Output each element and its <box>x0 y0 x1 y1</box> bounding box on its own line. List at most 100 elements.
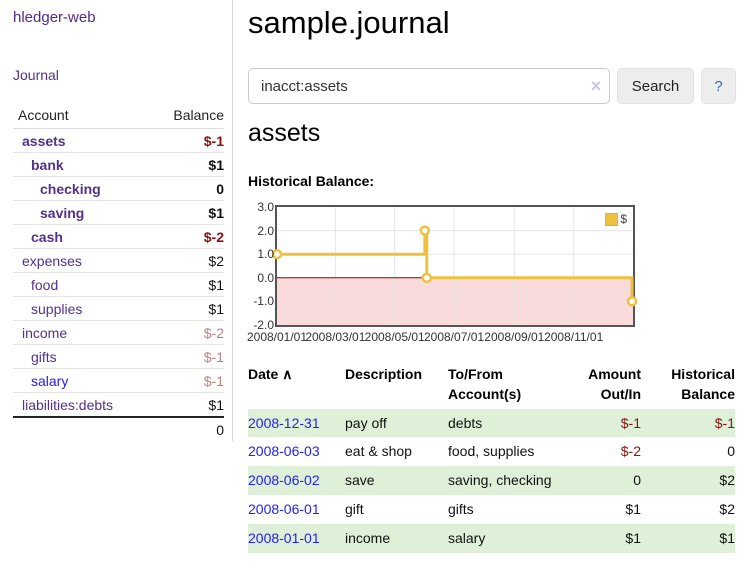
y-axis-tick-label: 3.0 <box>257 200 274 214</box>
register-body: 2008-12-31 pay off debts $-1 $-1 2008-06-03 ea… <box>248 408 735 554</box>
sidebar-account-link[interactable]: checking <box>40 180 101 197</box>
sidebar-account-link[interactable]: expenses <box>22 252 82 269</box>
y-axis-tick-label: -2.0 <box>253 318 274 332</box>
sidebar-account-link[interactable]: income <box>22 324 68 341</box>
description-cell: eat & shop <box>345 443 412 460</box>
account-row: assets $-1 <box>13 129 224 153</box>
x-axis-tick-label: 2008/07/01 <box>423 330 485 344</box>
account-row: liabilities:debts $1 <box>13 393 224 416</box>
y-axis-tick-label: 1.0 <box>257 247 274 262</box>
balance-cell: $2 <box>641 466 735 496</box>
chart-canvas <box>271 207 638 325</box>
amount-cell: 0 <box>560 466 641 496</box>
transaction-date-link[interactable]: 2008-06-01 <box>248 501 320 518</box>
account-row: cash $-2 <box>13 225 224 249</box>
search-button[interactable]: Search <box>617 68 694 104</box>
legend-swatch-icon <box>605 212 619 226</box>
balance-cell: 0 <box>727 443 735 460</box>
account-row: saving $1 <box>13 201 224 225</box>
account-balance: $1 <box>208 156 224 173</box>
account-row: supplies $1 <box>13 297 224 321</box>
table-row: 2008-06-03 eat & shop food, supplies $-2 0 <box>248 437 735 466</box>
amount-cell: $1 <box>625 501 641 518</box>
transaction-date-link[interactable]: 2008-06-03 <box>248 443 320 460</box>
chart-plot-area: $ <box>271 205 638 327</box>
transaction-date-link[interactable]: 2008-01-01 <box>248 530 320 547</box>
account-row: expenses $2 <box>13 249 224 273</box>
account-row: checking 0 <box>13 177 224 201</box>
x-axis-tick-label: 2008/11/01 <box>544 330 604 344</box>
description-cell: gift <box>345 501 364 518</box>
accounts-cell: salary <box>448 524 560 554</box>
x-axis-tick-label: 2008/09/01 <box>484 330 545 344</box>
sidebar-account-link[interactable]: salary <box>31 372 69 389</box>
sidebar-account-link[interactable]: food <box>31 276 59 293</box>
accounts-total-value: 0 <box>216 422 224 438</box>
clear-search-icon[interactable]: × <box>590 76 602 96</box>
account-row: income $-2 <box>13 321 224 345</box>
balance-cell: $2 <box>719 501 735 518</box>
historical-balance-chart: $ 3.0 2.0 1.0 0.0 -1.0 -2.0 2008/01/01 2008/03/… <box>246 200 678 352</box>
date-cell: 2008-06-02 <box>248 466 345 496</box>
table-row: 2008-06-02 save saving, checking 0 $2 <box>248 466 735 496</box>
description-cell: pay off <box>345 408 448 438</box>
page-title: sample.journal <box>248 5 450 40</box>
sidebar-account-link[interactable]: supplies <box>31 300 83 317</box>
account-balance: $1 <box>208 300 224 317</box>
col-header-amount: Amount Out/In <box>588 366 641 403</box>
balance-cell: $-1 <box>641 408 735 438</box>
date-cell: 2008-01-01 <box>248 524 345 554</box>
amount-cell: $-1 <box>560 408 641 438</box>
sidebar-account-link[interactable]: gifts <box>31 348 57 365</box>
y-axis-tick-label: 2.0 <box>257 223 274 238</box>
account-row: food $1 <box>13 273 224 297</box>
col-header-date[interactable]: Date ∧ <box>248 366 293 382</box>
accounts-cell: debts <box>448 408 560 438</box>
register-table: Date ∧ Description To/From Account(s) Amoun… <box>248 362 735 554</box>
account-balance: $-1 <box>203 372 224 389</box>
x-axis-tick-label: 2008/05/01 <box>364 330 425 344</box>
y-axis-tick-label: 0.0 <box>257 270 274 285</box>
transaction-date-link[interactable]: 2008-06-02 <box>248 472 320 489</box>
sidebar-account-link[interactable]: saving <box>40 204 85 221</box>
sort-ascending-icon: ∧ <box>282 366 293 382</box>
description-cell: income <box>345 524 448 554</box>
help-button[interactable]: ? <box>701 68 736 104</box>
col-header-description: Description <box>345 366 423 382</box>
account-row: bank $1 <box>13 153 224 177</box>
account-balance: $-1 <box>203 348 224 365</box>
amount-cell: $1 <box>560 524 641 554</box>
description-cell: save <box>345 466 448 496</box>
sidebar-account-link[interactable]: assets <box>22 132 66 149</box>
table-row: 2008-01-01 income salary $1 $1 <box>248 524 735 554</box>
y-axis-tick-label: -1.0 <box>253 294 274 309</box>
brand-link[interactable]: hledger-web <box>13 9 96 26</box>
chart-title: Historical Balance: <box>248 173 375 189</box>
sidebar-account-link[interactable]: liabilities:debts <box>22 396 114 413</box>
sidebar-account-link[interactable]: bank <box>31 156 64 173</box>
accounts-table-header: Account Balance <box>13 104 224 129</box>
x-axis-tick-label: 2008/03/01 <box>305 330 366 344</box>
account-balance: $-2 <box>203 228 224 245</box>
transaction-date-link[interactable]: 2008-12-31 <box>248 414 320 431</box>
col-header-accounts: To/From Account(s) <box>448 366 522 403</box>
balance-column-header: Balance <box>173 107 224 123</box>
account-balance: 0 <box>216 180 224 197</box>
accounts-cell: food, supplies <box>448 443 535 460</box>
sidebar-item-journal[interactable]: Journal <box>13 67 59 83</box>
sidebar-account-link[interactable]: cash <box>31 228 63 245</box>
table-row: 2008-12-31 pay off debts $-1 $-1 <box>248 408 735 438</box>
date-cell: 2008-06-03 <box>248 437 345 466</box>
account-heading: assets <box>248 119 321 147</box>
amount-cell: $-2 <box>620 443 641 460</box>
account-balance: $-1 <box>203 132 224 149</box>
register-header-row: Date ∧ Description To/From Account(s) Amoun… <box>248 362 735 409</box>
account-balance: $-2 <box>203 324 224 341</box>
accounts-column-header: Account <box>18 107 69 123</box>
accounts-table: Account Balance assets $-1 bank $1 checking 0… <box>13 104 224 442</box>
accounts-cell: gifts <box>448 501 474 518</box>
search-input[interactable] <box>248 68 610 104</box>
x-axis-tick-label: 2008/01/01 <box>246 330 308 344</box>
account-row: salary $-1 <box>13 369 224 393</box>
balance-cell: $1 <box>641 524 735 554</box>
